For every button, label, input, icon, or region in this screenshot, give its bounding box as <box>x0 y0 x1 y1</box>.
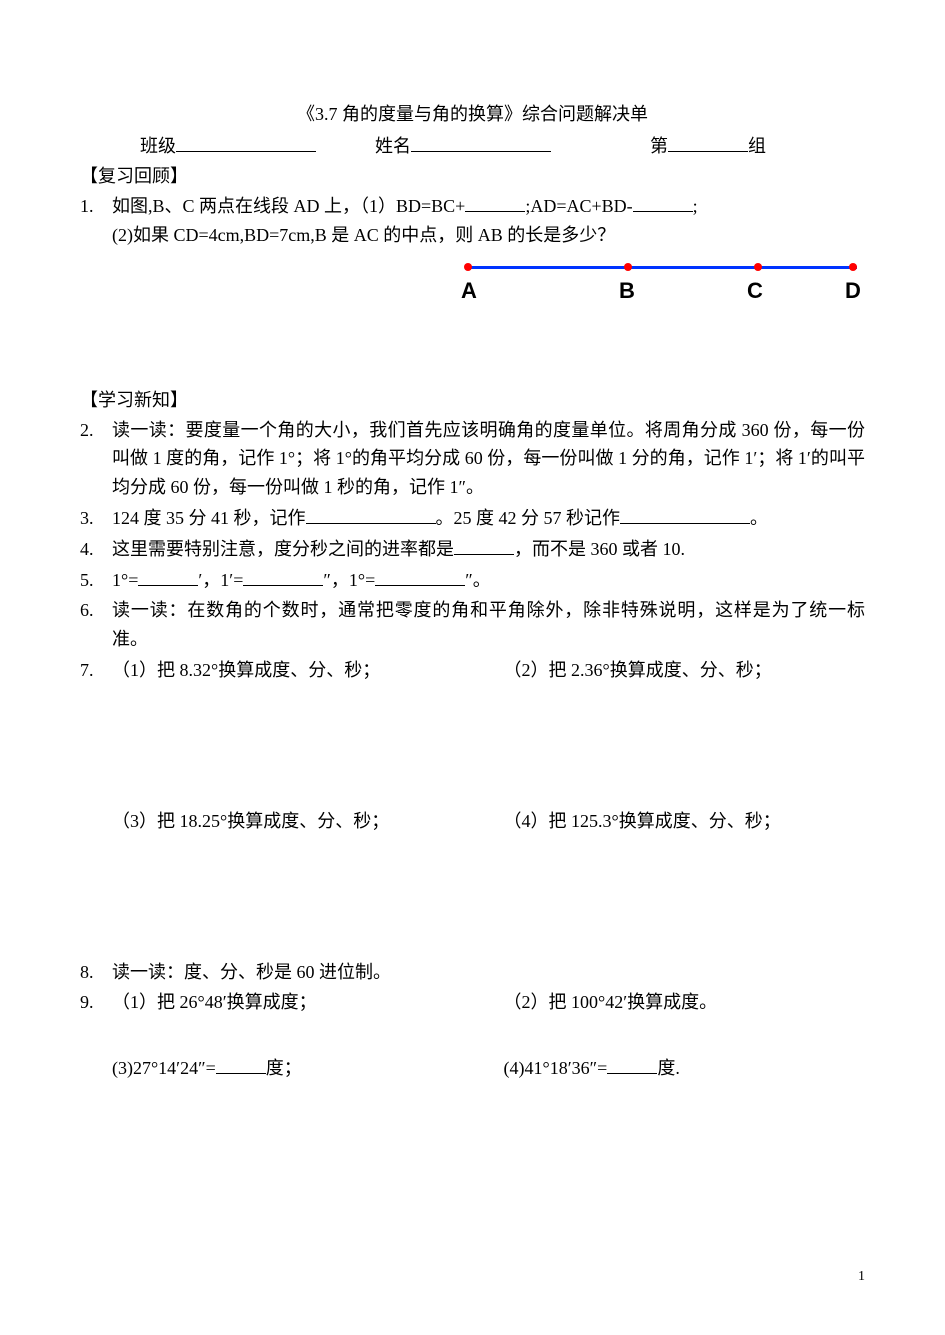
section-learn: 【学习新知】 <box>80 386 865 412</box>
q7-3: （3）把 18.25°换算成度、分、秒； <box>112 807 504 836</box>
question-8: 8. 读一读：度、分、秒是 60 进位制。 <box>80 958 865 987</box>
q6-text: 读一读：在数角的个数时，通常把零度的角和平角除外，除非特殊说明，这样是为了统一标… <box>112 596 865 654</box>
question-5: 5. 1°= ′，1′= ″，1°= ″。 <box>80 566 865 595</box>
q9-4a: (4)41°18′36″= <box>504 1058 608 1078</box>
q4-text-a: 这里需要特别注意，度分秒之间的进率都是 <box>112 539 454 559</box>
question-3: 3. 124 度 35 分 41 秒，记作 。25 度 42 分 57 秒记作 。 <box>80 504 865 533</box>
segment-line <box>467 266 857 269</box>
q4-blank[interactable] <box>454 537 514 555</box>
q9-number: 9. <box>80 988 112 1017</box>
q7-2: （2）把 2.36°换算成度、分、秒； <box>504 656 865 685</box>
q3-blank-2[interactable] <box>620 506 750 524</box>
q9-3b: 度； <box>266 1058 302 1078</box>
point-b-dot <box>624 263 632 271</box>
q5-blank-2[interactable] <box>243 568 323 586</box>
q1-line2: (2)如果 CD=4cm,BD=7cm,B 是 AC 的中点，则 AB 的长是多… <box>112 225 615 245</box>
q4-number: 4. <box>80 535 112 564</box>
line-segment-diagram: A B C D <box>457 258 867 313</box>
q1-blank-2[interactable] <box>633 194 693 212</box>
point-c-label: C <box>747 278 763 304</box>
q3-text-c: 。 <box>750 508 768 528</box>
q1-number: 1. <box>80 192 112 250</box>
q3-text-b: 。25 度 42 分 57 秒记作 <box>436 508 621 528</box>
q7-4: （4）把 125.3°换算成度、分、秒； <box>504 807 865 836</box>
q1-text-b: ;AD=AC+BD- <box>525 196 632 216</box>
q3-blank-1[interactable] <box>306 506 436 524</box>
worksheet-title: 《3.7 角的度量与角的换算》综合问题解决单 <box>80 100 865 126</box>
q5-number: 5. <box>80 566 112 595</box>
q5-text-d: ″。 <box>465 570 491 590</box>
q9-1: （1）把 26°48′换算成度； <box>112 988 504 1017</box>
name-blank[interactable] <box>411 134 551 152</box>
question-7-row2: （3）把 18.25°换算成度、分、秒； （4）把 125.3°换算成度、分、秒… <box>112 807 865 836</box>
q8-text: 读一读：度、分、秒是 60 进位制。 <box>112 958 865 987</box>
point-c-dot <box>754 263 762 271</box>
q5-blank-3[interactable] <box>375 568 465 586</box>
q1-text-c: ; <box>693 196 698 216</box>
point-a-dot <box>464 263 472 271</box>
q1-blank-1[interactable] <box>465 194 525 212</box>
q3-text-a: 124 度 35 分 41 秒，记作 <box>112 508 306 528</box>
name-label: 姓名 <box>375 136 411 156</box>
question-2: 2. 读一读：要度量一个角的大小，我们首先应该明确角的度量单位。将周角分成 36… <box>80 416 865 502</box>
q9-4b: 度. <box>657 1058 680 1078</box>
q3-number: 3. <box>80 504 112 533</box>
class-label: 班级 <box>140 136 176 156</box>
q5-text-a: 1°= <box>112 570 138 590</box>
q2-text: 读一读：要度量一个角的大小，我们首先应该明确角的度量单位。将周角分成 360 份… <box>112 416 865 502</box>
point-d-dot <box>849 263 857 271</box>
question-9-row2: (3)27°14′24″= 度； (4)41°18′36″= 度. <box>112 1054 865 1083</box>
class-blank[interactable] <box>176 134 316 152</box>
q7-1: （1）把 8.32°换算成度、分、秒； <box>112 656 504 685</box>
question-1: 1. 如图,B、C 两点在线段 AD 上，（1）BD=BC+ ;AD=AC+BD-… <box>80 192 865 250</box>
group-suffix: 组 <box>748 136 766 156</box>
point-a-label: A <box>461 278 477 304</box>
q9-3-blank[interactable] <box>216 1056 266 1074</box>
question-9: 9. （1）把 26°48′换算成度； （2）把 100°42′换算成度。 <box>80 988 865 1017</box>
question-7: 7. （1）把 8.32°换算成度、分、秒； （2）把 2.36°换算成度、分、… <box>80 656 865 685</box>
q7-number: 7. <box>80 656 112 685</box>
q4-text-b: ，而不是 360 或者 10. <box>514 539 685 559</box>
page-number: 1 <box>858 1269 865 1285</box>
q5-text-c: ″，1°= <box>323 570 375 590</box>
q5-blank-1[interactable] <box>138 568 198 586</box>
group-prefix: 第 <box>650 136 668 156</box>
q6-number: 6. <box>80 596 112 654</box>
q8-number: 8. <box>80 958 112 987</box>
q2-number: 2. <box>80 416 112 502</box>
student-info-row: 班级 姓名 第 组 <box>140 132 865 158</box>
question-4: 4. 这里需要特别注意，度分秒之间的进率都是 ，而不是 360 或者 10. <box>80 535 865 564</box>
q9-2: （2）把 100°42′换算成度。 <box>504 988 865 1017</box>
point-b-label: B <box>619 278 635 304</box>
group-blank[interactable] <box>668 134 748 152</box>
q1-text-a: 如图,B、C 两点在线段 AD 上，（1）BD=BC+ <box>112 196 465 216</box>
q9-4-blank[interactable] <box>607 1056 657 1074</box>
point-d-label: D <box>845 278 861 304</box>
section-review: 【复习回顾】 <box>80 162 865 188</box>
q5-text-b: ′，1′= <box>198 570 243 590</box>
question-6: 6. 读一读：在数角的个数时，通常把零度的角和平角除外，除非特殊说明，这样是为了… <box>80 596 865 654</box>
q9-3a: (3)27°14′24″= <box>112 1058 216 1078</box>
